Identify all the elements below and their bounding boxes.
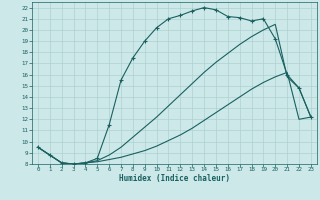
X-axis label: Humidex (Indice chaleur): Humidex (Indice chaleur)	[119, 174, 230, 183]
